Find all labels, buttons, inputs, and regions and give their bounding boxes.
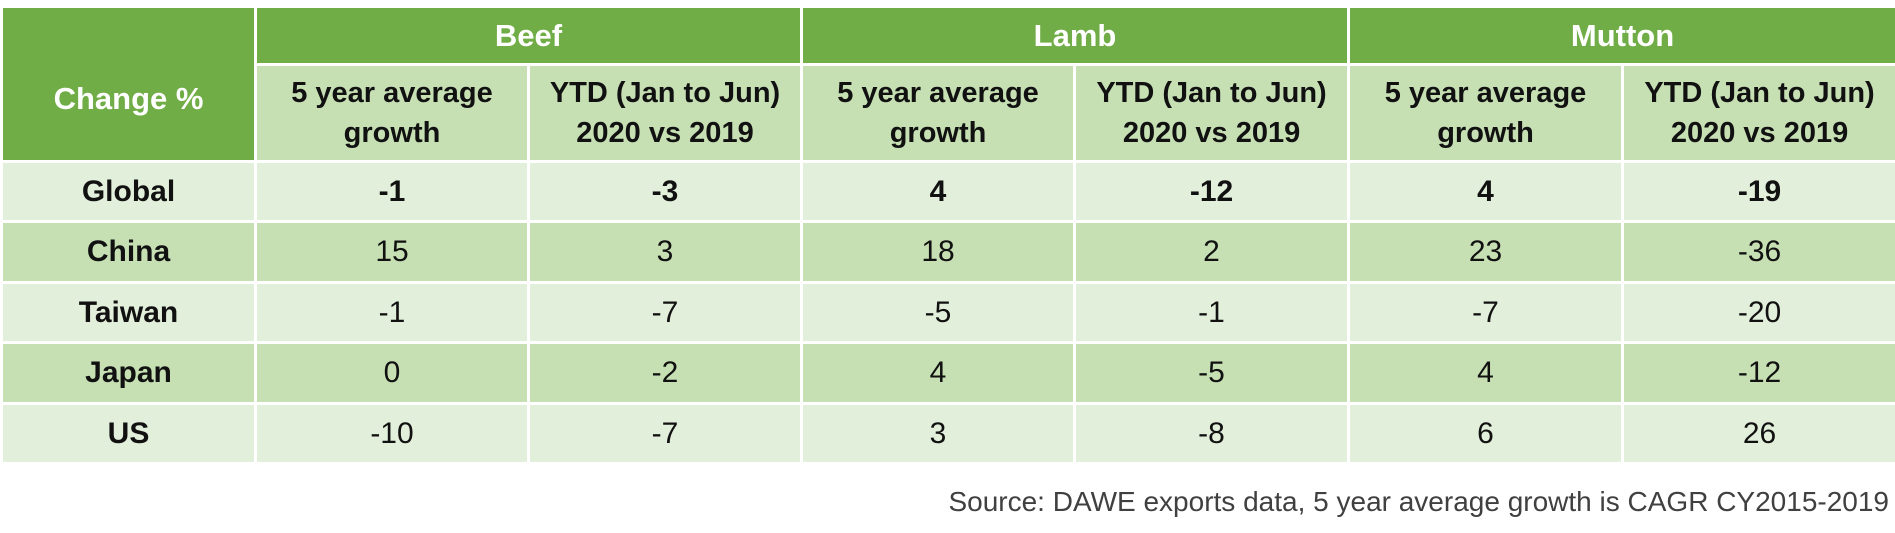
table-row: Taiwan -1 -7 -5 -1 -7 -20 [0,281,1895,344]
data-cell: -36 [1621,220,1895,284]
data-cell: -20 [1621,281,1895,344]
data-cell: 15 [254,220,530,284]
row-label-china: China [0,220,257,284]
row-label-global: Global [0,160,257,223]
data-cell: -5 [1073,341,1351,405]
table-row: China 15 3 18 2 23 -36 [0,220,1895,284]
row-label-taiwan: Taiwan [0,281,257,344]
data-cell: -10 [254,402,530,465]
subheader-line: 5 year average [1384,77,1587,109]
subheader-lamb-avg-growth: 5 year average growth [800,63,1077,163]
subheader-line: growth [343,117,441,149]
subheader-line: 2020 vs 2019 [576,117,754,149]
data-cell: 4 [1347,341,1625,405]
data-cell: -5 [800,281,1077,344]
data-cell: 18 [800,220,1077,284]
data-cell: -3 [526,160,804,223]
data-cell: -12 [1621,341,1895,405]
subheader-row: 5 year average growth YTD (Jan to Jun) 2020… [2,63,1895,163]
data-cell: -7 [526,402,804,465]
data-cell: 3 [800,402,1077,465]
table-row: Global -1 -3 4 -12 4 -19 [0,160,1895,223]
row-label-us: US [0,402,257,465]
data-cell: -7 [526,281,804,344]
subheader-line: YTD (Jan to Jun) [1644,77,1875,109]
subheader-line: 5 year average [291,77,493,109]
subheader-line: 5 year average [837,77,1039,109]
data-cell: 26 [1621,402,1895,465]
subheader-lamb-ytd: YTD (Jan to Jun) 2020 vs 2019 [1073,63,1351,163]
data-cell: 4 [800,160,1077,223]
subheader-line: growth [1437,117,1534,149]
data-cell: -8 [1073,402,1351,465]
data-cell: -12 [1073,160,1351,223]
table-row: US -10 -7 3 -8 6 26 [0,402,1895,465]
data-cell: 6 [1347,402,1625,465]
subheader-mutton-ytd: YTD (Jan to Jun) 2020 vs 2019 [1621,63,1895,163]
subheader-beef-avg-growth: 5 year average growth [254,63,530,163]
source-note: Source: DAWE exports data, 5 year averag… [948,486,1889,517]
data-cell: -1 [254,281,530,344]
subheader-beef-ytd: YTD (Jan to Jun) 2020 vs 2019 [526,63,804,163]
group-header-mutton: Mutton [1347,5,1895,66]
data-cell: -1 [1073,281,1351,344]
group-header-lamb: Lamb [800,5,1351,66]
data-cell: 2 [1073,220,1351,284]
growth-table: Change % Beef Lamb Mutton 5 year average… [0,5,1895,465]
table-body: Global -1 -3 4 -12 4 -19 China 15 3 18 2 23 -36 Taiwan… [0,160,1895,465]
subheader-line: YTD (Jan to Jun) [549,77,781,109]
data-cell: 0 [254,341,530,405]
data-cell: 3 [526,220,804,284]
table-row: Japan 0 -2 4 -5 4 -12 [0,341,1895,405]
subheader-mutton-avg-growth: 5 year average growth [1347,63,1625,163]
group-header-beef: Beef [253,5,804,66]
data-cell: -19 [1621,160,1895,223]
data-cell: -1 [254,160,530,223]
data-cell: -7 [1347,281,1625,344]
corner-header: Change % [0,5,257,163]
data-cell: 23 [1347,220,1625,284]
subheader-line: YTD (Jan to Jun) [1096,77,1327,109]
subheader-line: growth [889,117,987,149]
data-cell: -2 [526,341,804,405]
data-cell: 4 [800,341,1077,405]
subheader-line: 2020 vs 2019 [1122,117,1301,149]
subheader-line: 2020 vs 2019 [1670,117,1849,149]
row-label-japan: Japan [0,341,257,405]
data-cell: 4 [1347,160,1625,223]
